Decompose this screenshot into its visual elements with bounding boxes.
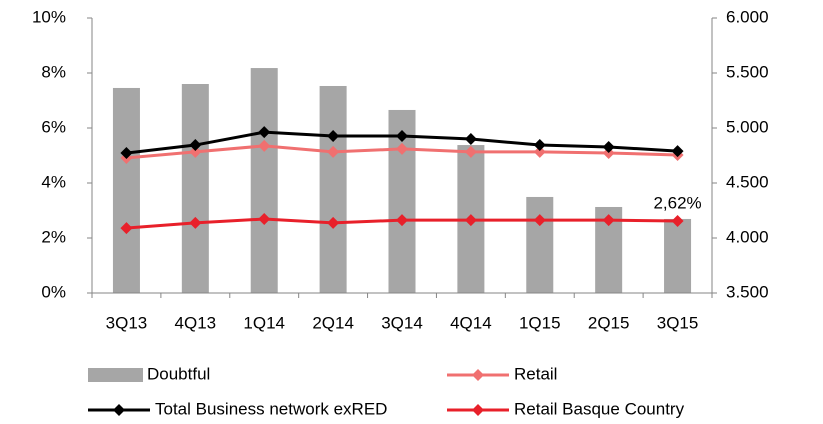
marker [189,139,202,152]
y2-tick-label: 4.000 [726,227,769,246]
y-tick-label: 2% [41,227,66,246]
marker [327,129,340,142]
marker [327,145,340,158]
x-tick-label: 3Q13 [106,313,148,332]
x-tick-label: 3Q14 [381,313,423,332]
marker [602,147,615,160]
marker [396,214,408,227]
legend-label: Retail [514,364,557,383]
marker [464,214,477,227]
marker [533,139,546,152]
bar [181,84,209,293]
legend-label: Doubtful [147,364,210,383]
y2-tick-label: 3.500 [726,282,769,301]
legend-marker [472,404,484,416]
bar [319,85,347,293]
legend-label: Total Business network exRED [155,399,387,418]
x-tick-label: 2Q15 [588,313,630,332]
y2-tick-label: 5.000 [726,117,769,136]
marker [602,214,615,227]
y-tick-label: 6% [41,117,66,136]
legend-marker [472,369,484,381]
y-tick-label: 4% [41,172,66,191]
legend-swatch [88,368,143,382]
y2-tick-label: 6.000 [726,7,769,26]
marker [189,216,202,229]
marker [258,139,271,152]
x-tick-label: 4Q14 [450,313,492,332]
marker [671,145,684,158]
marker [533,214,546,227]
data-label: 2,62% [653,193,701,212]
y-tick-label: 0% [41,282,66,301]
marker [120,147,133,160]
legend-marker [113,404,125,416]
y2-tick-label: 4.500 [726,172,769,191]
marker [396,142,408,155]
y-tick-label: 10% [32,7,66,26]
marker [327,216,340,229]
marker [396,129,408,142]
bar [250,68,278,293]
y2-tick-label: 5.500 [726,62,769,81]
x-tick-label: 3Q15 [657,313,699,332]
marker [464,145,477,158]
marker [464,133,477,145]
x-tick-label: 2Q14 [312,313,354,332]
marker [671,214,684,227]
marker [258,126,271,139]
marker [120,222,133,235]
marker [533,145,546,158]
x-tick-label: 1Q14 [243,313,285,332]
x-tick-label: 4Q13 [175,313,217,332]
legend-label: Retail Basque Country [514,399,685,418]
bar [664,218,692,293]
x-tick-label: 1Q15 [519,313,561,332]
marker [189,145,202,158]
bar [112,87,140,294]
bar [526,196,554,293]
y-tick-label: 8% [41,62,66,81]
marker [602,140,615,153]
marker [258,213,271,226]
